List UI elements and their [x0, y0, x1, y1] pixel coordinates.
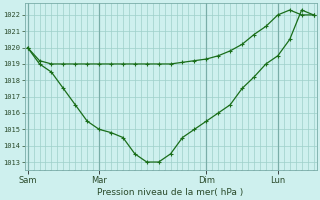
X-axis label: Pression niveau de la mer( hPa ): Pression niveau de la mer( hPa )	[98, 188, 244, 197]
